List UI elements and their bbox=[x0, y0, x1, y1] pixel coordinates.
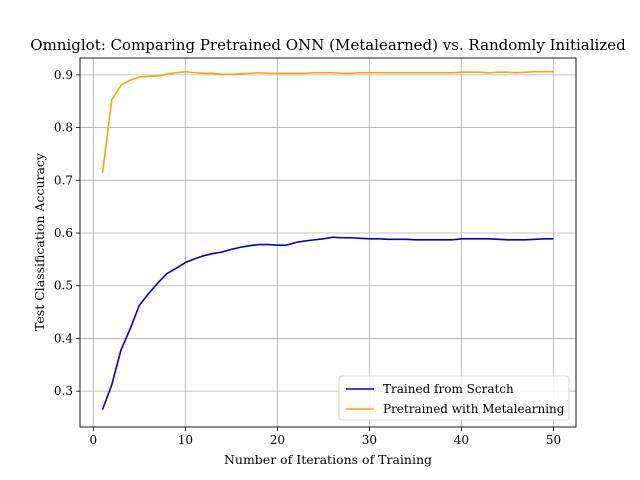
legend-label: Pretrained with Metalearning bbox=[383, 402, 565, 416]
y-tick-label: 0.7 bbox=[54, 173, 73, 187]
y-axis-label: Test Classification Accuracy bbox=[32, 152, 47, 331]
x-axis-label: Number of Iterations of Training bbox=[224, 452, 432, 467]
x-tick-label: 0 bbox=[90, 433, 98, 447]
y-tick-label: 0.8 bbox=[54, 121, 73, 135]
x-axis: 0 10 20 30 40 50 bbox=[90, 427, 561, 447]
y-tick-label: 0.4 bbox=[54, 331, 73, 345]
y-tick-label: 0.6 bbox=[54, 226, 73, 240]
x-tick-label: 40 bbox=[454, 433, 469, 447]
grid-lines bbox=[80, 58, 576, 427]
x-tick-label: 30 bbox=[362, 433, 377, 447]
y-tick-label: 0.5 bbox=[54, 279, 73, 293]
x-tick-label: 10 bbox=[178, 433, 193, 447]
legend-label: Trained from Scratch bbox=[383, 382, 514, 396]
y-tick-label: 0.9 bbox=[54, 68, 73, 82]
x-tick-label: 50 bbox=[546, 433, 561, 447]
legend: Trained from Scratch Pretrained with Meta… bbox=[338, 375, 570, 421]
series-line-2 bbox=[101, 70, 554, 174]
chart-title: Omniglot: Comparing Pretrained ONN (Meta… bbox=[30, 36, 626, 54]
x-tick-label: 20 bbox=[270, 433, 285, 447]
y-axis: 0.3 0.4 0.5 0.6 0.7 0.8 0.9 bbox=[54, 68, 80, 398]
series-line-1 bbox=[101, 236, 554, 410]
legend-box bbox=[338, 375, 570, 421]
y-tick-label: 0.3 bbox=[54, 384, 73, 398]
series-lines bbox=[101, 70, 554, 410]
plot-area bbox=[79, 57, 577, 428]
